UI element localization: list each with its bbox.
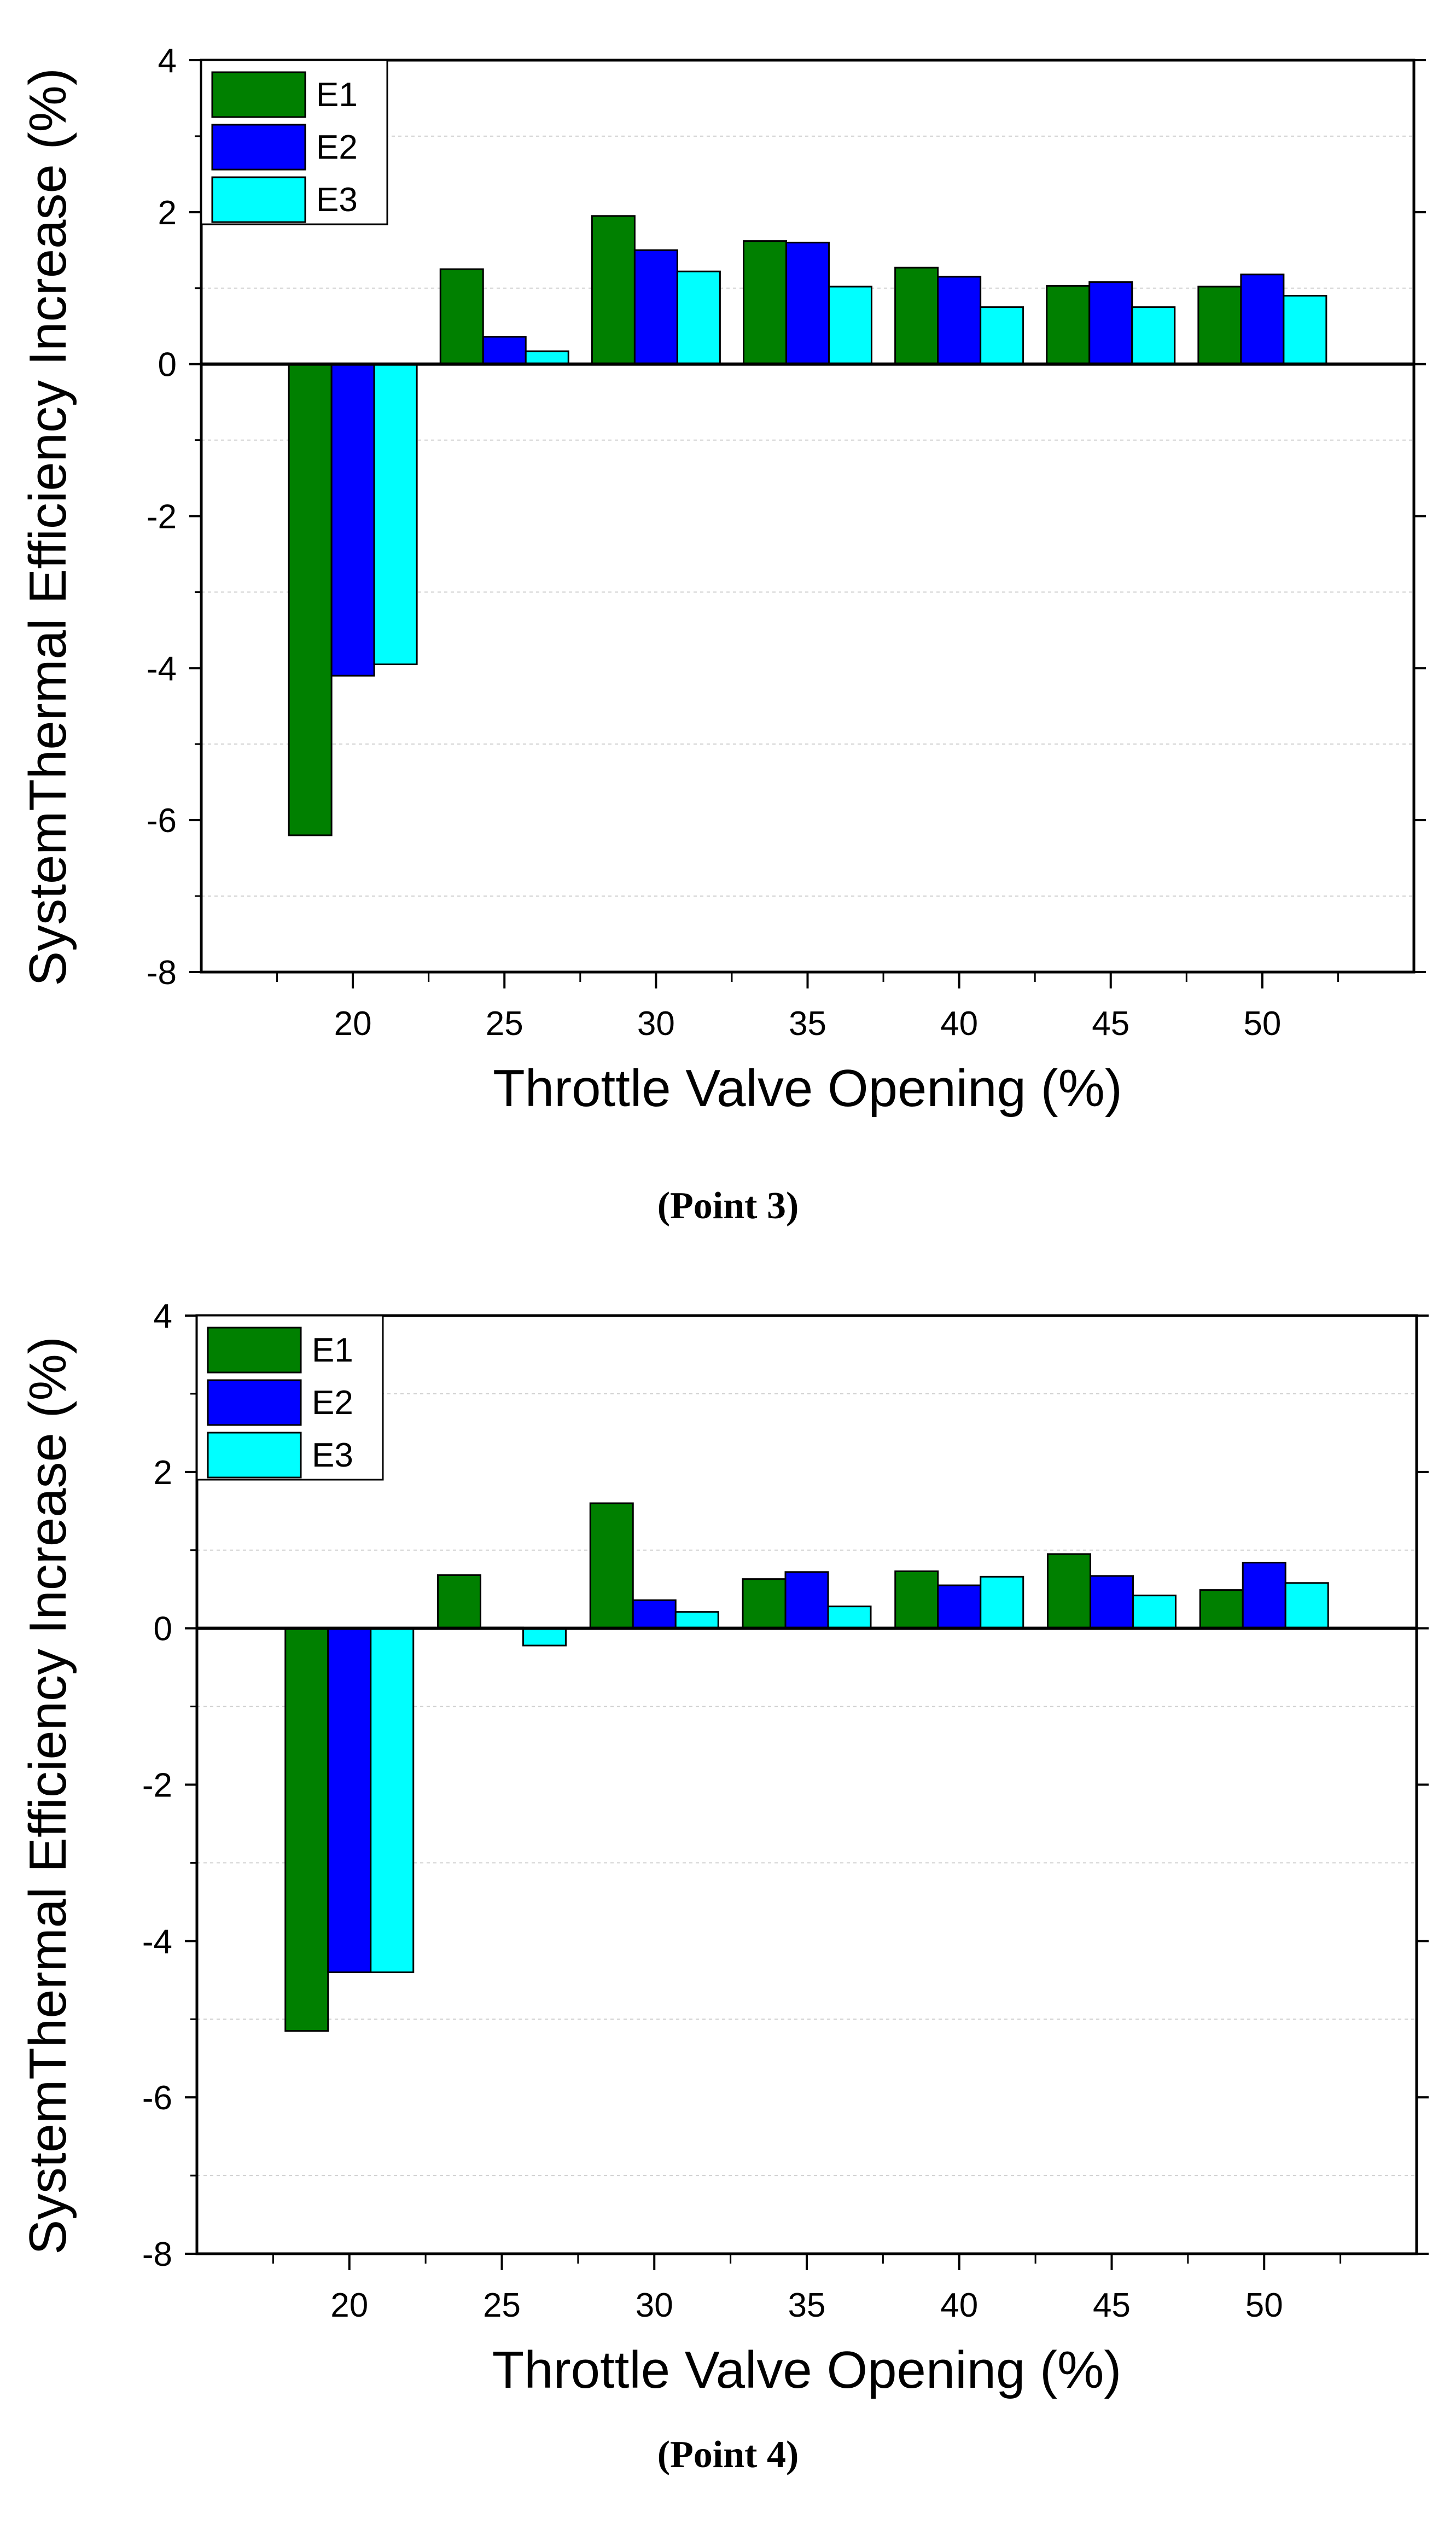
x-tick-label: 50 xyxy=(1243,1005,1281,1043)
x-tick-label: 25 xyxy=(483,2287,521,2324)
bar-e2 xyxy=(1088,281,1133,365)
x-tick-label: 35 xyxy=(788,2287,826,2324)
bar-e2 xyxy=(937,1584,982,1630)
x-axis-title: Throttle Valve Opening (%) xyxy=(492,2341,1122,2399)
bar-e1 xyxy=(589,1502,634,1630)
bar-e1 xyxy=(288,363,333,836)
x-axis-title: Throttle Valve Opening (%) xyxy=(493,1059,1122,1118)
y-tick-label: 0 xyxy=(154,1610,172,1648)
bar-e3 xyxy=(674,1611,719,1630)
bar-e1 xyxy=(1046,285,1091,365)
y-tick-label: 2 xyxy=(154,1454,172,1492)
y-axis-title: SystemThermal Efficiency Increase (%) xyxy=(19,68,77,986)
bar-e2 xyxy=(327,1627,372,1973)
bar-e3 xyxy=(1131,306,1176,365)
y-tick-label: 2 xyxy=(158,194,177,232)
y-tick-label: -8 xyxy=(142,2236,172,2273)
bar-e1 xyxy=(1047,1553,1091,1630)
bar-e2 xyxy=(1090,1575,1134,1630)
bar-e1 xyxy=(742,1578,787,1630)
y-tick-label: -8 xyxy=(147,954,177,992)
bar-e2 xyxy=(633,249,678,365)
legend-swatch-e1 xyxy=(211,71,306,118)
legend-label-e1: E1 xyxy=(316,76,358,114)
legend: E1 E2 E3 xyxy=(196,1314,384,1481)
bar-e2 xyxy=(632,1599,677,1630)
bar-e1 xyxy=(743,240,787,365)
y-tick-label: -4 xyxy=(147,650,177,688)
x-tick-label: 40 xyxy=(940,1005,978,1043)
bar-e2 xyxy=(785,241,830,365)
bar-e1 xyxy=(894,266,939,365)
bar-e3 xyxy=(676,270,721,365)
x-tick-label: 35 xyxy=(789,1005,826,1043)
y-tick-label: 4 xyxy=(158,42,177,80)
bar-e3 xyxy=(1284,1582,1329,1630)
legend: E1 E2 E3 xyxy=(200,59,388,225)
x-tick-label: 20 xyxy=(334,1005,372,1043)
bar-e2 xyxy=(1242,1562,1286,1630)
y-tick-label: -2 xyxy=(142,1767,172,1805)
bar-e2 xyxy=(937,276,982,365)
legend-swatch-e2 xyxy=(211,124,306,171)
bar-e1 xyxy=(284,1627,329,2032)
bar-e3 xyxy=(1283,295,1327,365)
bar-e1 xyxy=(439,268,484,365)
y-tick-label: 0 xyxy=(158,346,177,384)
legend-swatch-e2 xyxy=(207,1379,302,1426)
legend-label-e2: E2 xyxy=(316,129,358,166)
bar-e3 xyxy=(827,1606,872,1630)
bar-e1 xyxy=(437,1574,481,1630)
chart-point-4: -8 -6 -4 -2 0 2 4 20 25 30 35 40 45 50 Throttle Valve … xyxy=(0,1268,1456,2536)
bar-e3 xyxy=(522,1627,567,1647)
x-tick-label: 40 xyxy=(940,2287,978,2324)
x-tick-label: 30 xyxy=(637,1005,675,1043)
bar-e3 xyxy=(1132,1595,1177,1630)
y-tick-label: 4 xyxy=(154,1298,172,1335)
bar-e2 xyxy=(1240,274,1285,365)
legend-swatch-e3 xyxy=(211,176,306,223)
bar-e3 xyxy=(373,363,418,665)
legend-label-e2: E2 xyxy=(312,1384,353,1422)
bar-e2 xyxy=(784,1571,829,1630)
bar-e2 xyxy=(330,363,375,677)
chart-svg-point-4: -8 -6 -4 -2 0 2 4 20 25 30 35 40 45 50 Throttle Valve … xyxy=(19,1298,1429,2399)
bar-e1 xyxy=(894,1570,939,1630)
bar-e3 xyxy=(525,350,569,365)
y-tick-label: -2 xyxy=(147,498,177,536)
chart-point-3: -8 -6 -4 -2 0 2 4 20 25 30 35 40 45 50 Throttle Valve … xyxy=(19,42,1426,1227)
legend-label-e1: E1 xyxy=(312,1331,353,1369)
bar-e3 xyxy=(828,286,872,365)
chart-caption: (Point 4) xyxy=(657,2434,799,2476)
x-tick-label: 20 xyxy=(330,2287,368,2324)
chart-svg-point-3: -8 -6 -4 -2 0 2 4 20 25 30 35 40 45 50 Throttle Valve … xyxy=(19,42,1426,1118)
y-tick-label: -6 xyxy=(142,2079,172,2117)
y-tick-label: -4 xyxy=(142,1923,172,1961)
bar-e3 xyxy=(980,1575,1024,1630)
x-tick-label: 45 xyxy=(1092,1005,1129,1043)
y-axis-title: SystemThermal Efficiency Increase (%) xyxy=(19,1336,77,2255)
x-tick-label: 30 xyxy=(636,2287,673,2324)
bar-e3 xyxy=(980,306,1024,365)
bar-e2 xyxy=(482,336,527,365)
y-tick-label: -6 xyxy=(147,802,177,840)
bar-e1 xyxy=(1199,1589,1244,1630)
bar-e1 xyxy=(1197,286,1242,365)
bar-e1 xyxy=(591,215,636,365)
x-tick-label: 25 xyxy=(486,1005,523,1043)
legend-label-e3: E3 xyxy=(312,1436,353,1474)
legend-swatch-e3 xyxy=(207,1432,302,1479)
legend-swatch-e1 xyxy=(207,1327,302,1374)
x-tick-label: 45 xyxy=(1093,2287,1131,2324)
chart-caption: (Point 3) xyxy=(657,1185,799,1227)
x-tick-label: 50 xyxy=(1245,2287,1283,2324)
bar-e3 xyxy=(370,1627,415,1973)
legend-label-e3: E3 xyxy=(316,181,358,219)
